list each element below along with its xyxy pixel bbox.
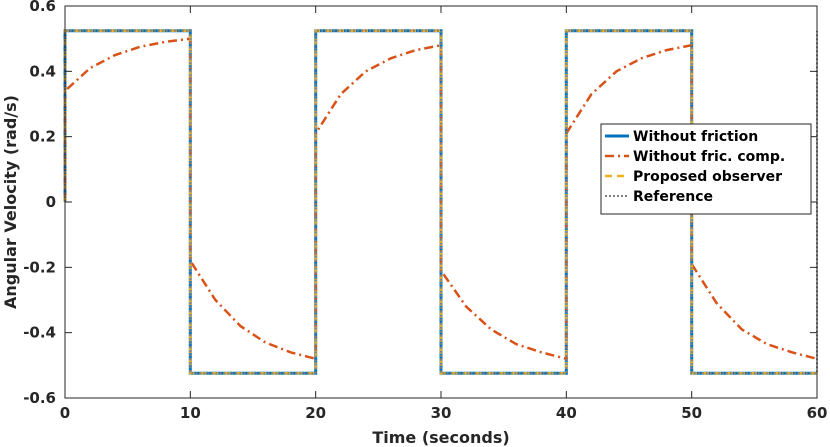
y-tick-label: -0.6 [23,389,56,407]
plot-lines [63,29,818,375]
legend-label: Proposed observer [633,169,782,185]
y-tick-label: 0.6 [29,0,56,15]
y-tick-label: -0.2 [23,258,56,276]
y-tick-label: -0.4 [23,324,56,342]
y-axis-title: Angular Velocity (rad/s) [1,95,20,309]
x-axis-title: Time (seconds) [372,428,509,447]
series-line-4 [64,29,818,375]
x-tick-label: 0 [60,404,70,422]
legend-box [600,123,812,215]
ticks: 0 10 20 30 40 50 60 0.6 0.4 0.2 0 -0.2 -0.4 -0.6 [23,0,827,422]
legend-label: Without fric. comp. [633,149,785,165]
x-tick-label: 30 [431,404,452,422]
x-tick-label: 50 [681,404,702,422]
y-tick-label: 0.4 [29,62,56,80]
x-tick-label: 10 [180,404,201,422]
x-tick-label: 60 [807,404,828,422]
x-tick-label: 20 [305,404,326,422]
y-tick-label: 0.2 [29,128,56,146]
legend-label: Reference [633,189,713,205]
y-tick-label: 0 [46,193,56,211]
legend-label: Without friction [633,129,758,145]
legend: Without friction Without fric. comp. Propo… [600,123,812,215]
x-tick-label: 40 [556,404,577,422]
